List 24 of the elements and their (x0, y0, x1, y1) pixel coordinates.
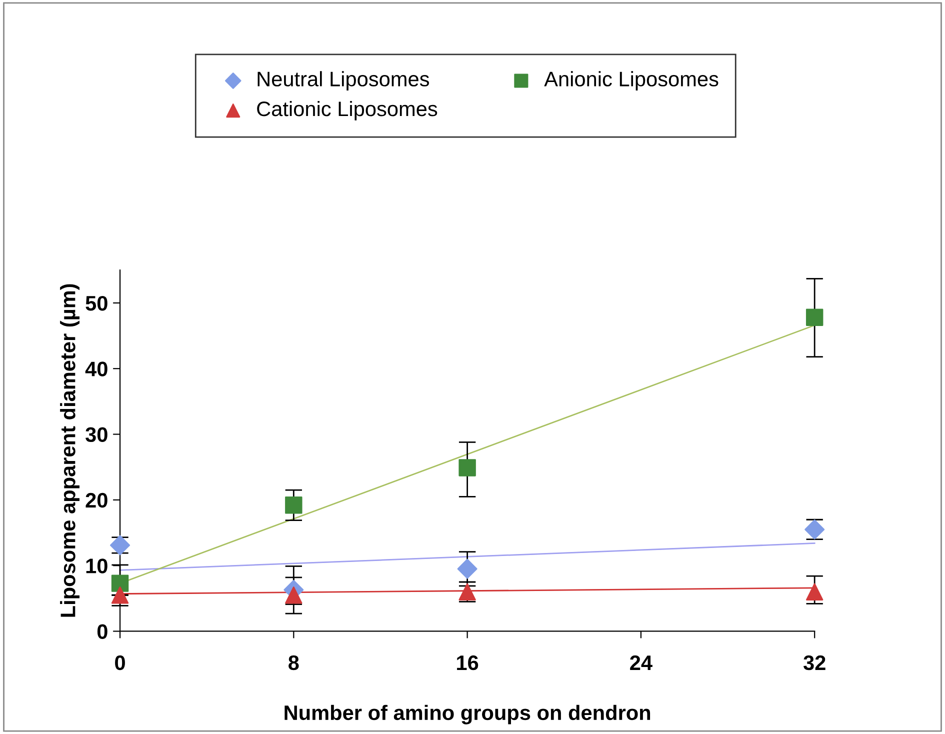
point (285, 586, 302, 604)
y-tick-label: 20 (86, 492, 108, 508)
point (111, 586, 129, 604)
point (285, 496, 302, 514)
point (457, 558, 478, 579)
y-tick-label: 10 (86, 558, 108, 574)
y-tick-label: 30 (86, 427, 108, 442)
x-tick-label: 24 (630, 655, 652, 670)
x-tick-label: 32 (803, 655, 826, 670)
x-tick-label: 0 (115, 655, 125, 670)
y-tick-label: 0 (97, 624, 108, 639)
legend-label: Anionic Liposomes (544, 71, 718, 91)
legend-label: Cationic Liposomes (257, 100, 438, 120)
legend-label: Neutral Liposomes (258, 71, 429, 91)
y-axis-title: Liposome apparent diameter (µm) (60, 284, 80, 617)
x-tick-label: 16 (457, 655, 478, 670)
x-tick-label: 8 (288, 655, 299, 670)
point (458, 459, 476, 476)
point (111, 574, 129, 592)
x-axis-title: Number of amino groups on dendron (284, 704, 650, 724)
y-tick-label: 40 (85, 362, 108, 376)
point (806, 308, 824, 326)
y-tick-label: 50 (86, 296, 108, 311)
point (806, 583, 824, 600)
